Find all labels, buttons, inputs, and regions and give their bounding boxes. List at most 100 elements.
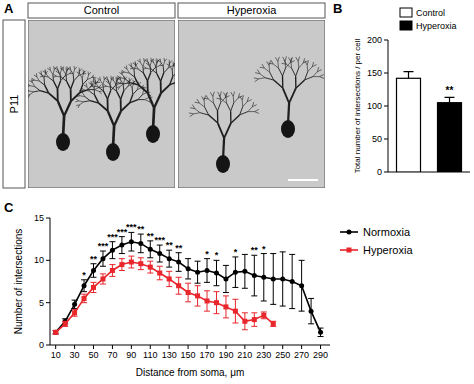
dendrite: [53, 81, 57, 89]
significance: *: [234, 247, 238, 257]
dendrite: [217, 111, 219, 123]
x-tick: [263, 345, 264, 349]
dendrite: [305, 77, 313, 80]
dendrite: [284, 60, 287, 64]
error-bar: [138, 234, 144, 253]
y-tick-label: 200: [367, 35, 382, 45]
marker: [157, 251, 162, 256]
dendrite: [67, 81, 71, 89]
bars: [397, 72, 462, 172]
y-tick-label: 5: [39, 298, 44, 308]
dendrite: [54, 74, 57, 76]
dendrite: [79, 100, 84, 102]
marker: [100, 256, 105, 261]
dendrite: [96, 83, 99, 87]
dendrite: [36, 73, 38, 77]
error-bar: [100, 274, 106, 284]
error-bar: [289, 254, 295, 308]
dendrite: [61, 77, 66, 81]
marker: [129, 239, 134, 244]
error-bar: [270, 254, 276, 305]
micrograph: [28, 20, 175, 188]
dendrite: [242, 100, 244, 107]
dendrite: [305, 61, 308, 65]
dendrite: [32, 78, 35, 80]
error-bar: [119, 237, 125, 254]
dendrite: [77, 94, 80, 96]
marker: [82, 296, 87, 301]
image-bg: [178, 20, 325, 188]
row-box: [3, 20, 25, 188]
error-bar: [166, 250, 172, 267]
x-tick-label: 10: [51, 350, 61, 360]
dendrite: [194, 113, 200, 114]
error-bar: [261, 312, 267, 319]
dendrite: [254, 112, 259, 114]
dendrite: [291, 62, 293, 69]
dendrite: [292, 68, 296, 76]
dendrite: [165, 59, 167, 62]
dendrite: [86, 83, 88, 87]
marker: [299, 283, 304, 288]
y-tick: [384, 40, 388, 41]
dendrite: [45, 69, 47, 73]
dendrite: [94, 77, 96, 80]
dendrite: [135, 61, 137, 65]
x-tick-label: 190: [218, 350, 233, 360]
marker: [195, 293, 200, 298]
y-tick: [384, 106, 388, 107]
x-tick-label: 130: [162, 350, 177, 360]
dendrite: [271, 60, 274, 64]
dendrite: [30, 92, 34, 95]
marker: [280, 276, 285, 281]
significance: **: [251, 245, 259, 255]
marker: [261, 275, 266, 280]
dendrite: [257, 70, 260, 74]
dendrite: [170, 60, 172, 63]
error-bar: [261, 254, 267, 301]
dendrite: [283, 68, 286, 76]
dendrite: [230, 111, 232, 123]
dendrite: [117, 76, 120, 78]
legend-swatch: [400, 21, 412, 30]
dendrite: [264, 68, 269, 72]
dendrite: [108, 79, 110, 83]
legend-label: Control: [416, 8, 445, 18]
y-tick: [384, 73, 388, 74]
dendrite: [58, 101, 64, 116]
dendrite: [313, 76, 320, 77]
marker: [214, 271, 219, 276]
error-bar: [195, 261, 201, 283]
dendrite: [39, 81, 44, 85]
series-line: [56, 242, 321, 333]
dendrite: [209, 115, 218, 123]
marker: [186, 266, 191, 271]
x-tick: [169, 345, 170, 349]
error-bar: [232, 299, 238, 323]
error-bar: [318, 328, 324, 336]
column-label: Control: [84, 4, 119, 16]
dendrite: [59, 73, 62, 77]
column-box: [178, 3, 325, 18]
dendrite: [218, 103, 221, 111]
marker: [290, 279, 295, 284]
dendrite: [111, 87, 116, 91]
error-bar: [119, 259, 125, 271]
marker: [167, 276, 172, 281]
row-label: P11: [8, 95, 20, 114]
significance: **: [90, 254, 98, 264]
dendrite: [296, 57, 299, 61]
dendrite: [267, 61, 270, 65]
dendrite: [135, 77, 139, 85]
dendrite: [130, 100, 138, 103]
dendrite: [289, 88, 296, 103]
error-bar: [109, 242, 115, 259]
x-tick: [320, 345, 321, 349]
dendrite: [127, 69, 130, 73]
dendrite: [44, 79, 46, 86]
dendrite: [138, 99, 145, 100]
dendrite: [278, 57, 279, 62]
dendrite: [161, 73, 164, 81]
dendrite: [130, 66, 133, 68]
dendrite: [116, 85, 118, 92]
